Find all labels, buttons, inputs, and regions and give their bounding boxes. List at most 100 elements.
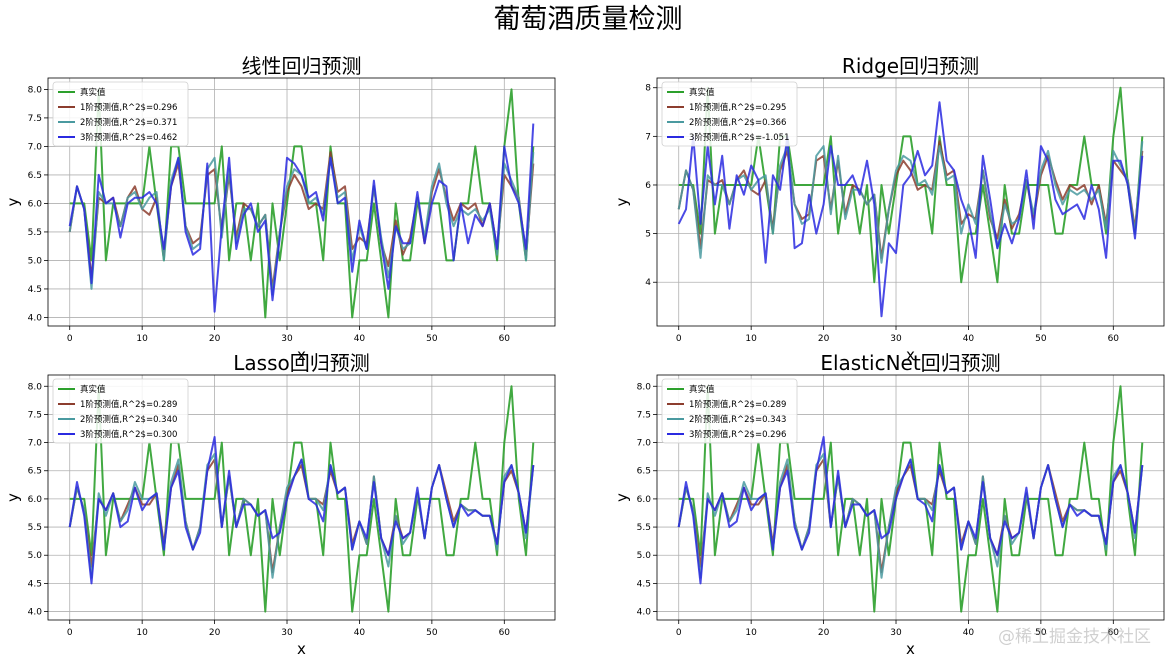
legend-label-deg2: 2阶预测值,R^2$=0.340	[80, 414, 177, 425]
y-tick-label: 5.5	[28, 523, 42, 533]
x-axis-label: x	[297, 640, 306, 658]
series-line-true	[678, 385, 1144, 613]
chart-panel-1: 0 10 20 30 40 50 60 4.0 4.5 5.0 5.5 6.0 6.5 7.0 7.5 8.0…	[4, 54, 556, 364]
legend-box	[52, 378, 189, 444]
series-line-deg3	[68, 436, 535, 585]
y-tick-label: 5.5	[28, 228, 42, 238]
series-line-deg2	[677, 141, 1144, 264]
series-line-deg3	[677, 436, 1144, 585]
chart-legend: 真实值 1阶预测值,R^2$=0.289 2阶预测值,R^2$=0.343 3阶预测值…	[661, 378, 798, 444]
x-tick-label: 50	[426, 628, 438, 638]
y-tick-label: 6.0	[637, 495, 652, 505]
x-tick-label: 20	[209, 628, 221, 638]
legend-label-deg3: 3阶预测值,R^2$=0.296	[689, 429, 786, 440]
legend-label-deg3: 3阶预测值,R^2$=0.462	[80, 132, 177, 143]
legend-label-true: 真实值	[689, 87, 715, 98]
x-tick-label: 40	[963, 334, 975, 344]
x-tick-label: 40	[963, 628, 975, 638]
x-tick-label: 30	[890, 334, 902, 344]
y-tick-label: 4.0	[28, 313, 43, 323]
series-line-deg1	[68, 151, 535, 290]
y-tick-label: 5.0	[637, 551, 652, 561]
x-tick-label: 0	[676, 628, 682, 638]
x-tick-label: 50	[1035, 628, 1047, 638]
y-tick-label: 6.5	[28, 171, 42, 181]
y-tick-label: 4.5	[637, 579, 651, 589]
legend-label-deg1: 1阶预测值,R^2$=0.296	[80, 102, 177, 113]
legend-label-true: 真实值	[689, 384, 715, 395]
x-tick-label: 50	[1035, 334, 1047, 344]
y-tick-label: 7	[645, 132, 651, 142]
y-tick-label: 6.5	[637, 467, 651, 477]
chart-title: Lasso回归预测	[233, 351, 369, 375]
y-tick-label: 4.5	[28, 285, 42, 295]
y-axis-label: y	[4, 493, 22, 502]
legend-label-true: 真实值	[80, 87, 106, 98]
y-tick-label: 6.0	[28, 495, 43, 505]
x-axis-label: x	[906, 346, 915, 364]
x-tick-label: 30	[281, 334, 293, 344]
x-tick-label: 0	[67, 628, 73, 638]
axes-frame	[47, 77, 556, 327]
y-tick-label: 5.5	[637, 523, 651, 533]
y-tick-label: 5	[645, 230, 651, 240]
x-tick-label: 10	[745, 334, 757, 344]
x-tick-label: 60	[499, 628, 511, 638]
series-line-deg1	[677, 140, 1144, 259]
x-axis-label: x	[906, 640, 915, 658]
y-tick-label: 4.0	[637, 608, 652, 618]
y-tick-label: 8.0	[637, 382, 652, 392]
x-axis-label: x	[297, 346, 306, 364]
legend-box	[52, 81, 189, 147]
x-tick-label: 10	[136, 628, 148, 638]
y-tick-label: 7.5	[28, 114, 42, 124]
y-axis-label: y	[613, 493, 631, 502]
x-tick-label: 40	[354, 628, 366, 638]
legend-label-deg3: 3阶预测值,R^2$=0.300	[80, 429, 177, 440]
chart-panel-3: 0 10 20 30 40 50 60 4.0 4.5 5.0 5.5 6.0 6.5 7.0 7.5 8.0…	[4, 351, 556, 658]
x-tick-label: 10	[136, 334, 148, 344]
series-line-true	[69, 385, 535, 613]
y-tick-label: 7.0	[28, 439, 43, 449]
y-tick-label: 6.0	[28, 199, 43, 209]
series-line-deg3	[68, 123, 535, 313]
y-tick-label: 8.0	[28, 382, 43, 392]
chart-legend: 真实值 1阶预测值,R^2$=0.295 2阶预测值,R^2$=0.366 3阶预测值…	[661, 81, 798, 147]
x-tick-label: 0	[676, 334, 682, 344]
legend-label-deg1: 1阶预测值,R^2$=0.289	[689, 399, 786, 410]
y-tick-label: 6.5	[28, 467, 42, 477]
y-tick-label: 7.5	[28, 410, 42, 420]
legend-label-deg2: 2阶预测值,R^2$=0.366	[689, 117, 786, 128]
x-tick-label: 60	[1108, 628, 1120, 638]
x-tick-label: 30	[281, 628, 293, 638]
series-line-true	[678, 86, 1144, 284]
chart-title: 线性回归预测	[242, 54, 362, 78]
x-tick-label: 10	[745, 628, 757, 638]
y-tick-label: 8	[645, 84, 651, 94]
axes-frame	[656, 77, 1165, 327]
y-tick-label: 4.0	[28, 608, 43, 618]
y-tick-label: 8.0	[28, 85, 43, 95]
x-tick-label: 40	[354, 334, 366, 344]
legend-label-deg2: 2阶预测值,R^2$=0.343	[689, 414, 786, 425]
legend-label-deg2: 2阶预测值,R^2$=0.371	[80, 117, 177, 128]
series-line-deg3	[677, 101, 1144, 318]
y-tick-label: 4.5	[28, 579, 42, 589]
y-tick-label: 5.0	[28, 551, 43, 561]
x-tick-label: 50	[426, 334, 438, 344]
axes-frame	[47, 374, 556, 621]
x-tick-label: 60	[1108, 334, 1120, 344]
y-tick-label: 5.0	[28, 256, 43, 266]
x-tick-label: 60	[499, 334, 511, 344]
x-tick-label: 0	[67, 334, 73, 344]
chart-legend: 真实值 1阶预测值,R^2$=0.289 2阶预测值,R^2$=0.340 3阶预测值…	[52, 378, 189, 444]
legend-label-true: 真实值	[80, 384, 106, 395]
y-tick-label: 7.5	[637, 410, 651, 420]
legend-label-deg1: 1阶预测值,R^2$=0.295	[689, 102, 786, 113]
axes-frame	[656, 374, 1165, 621]
figure-suptitle: 葡萄酒质量检测	[494, 4, 683, 35]
y-tick-label: 4	[645, 278, 651, 288]
x-tick-label: 20	[818, 628, 830, 638]
legend-label-deg3: 3阶预测值,R^2$=-1.051	[689, 132, 789, 143]
